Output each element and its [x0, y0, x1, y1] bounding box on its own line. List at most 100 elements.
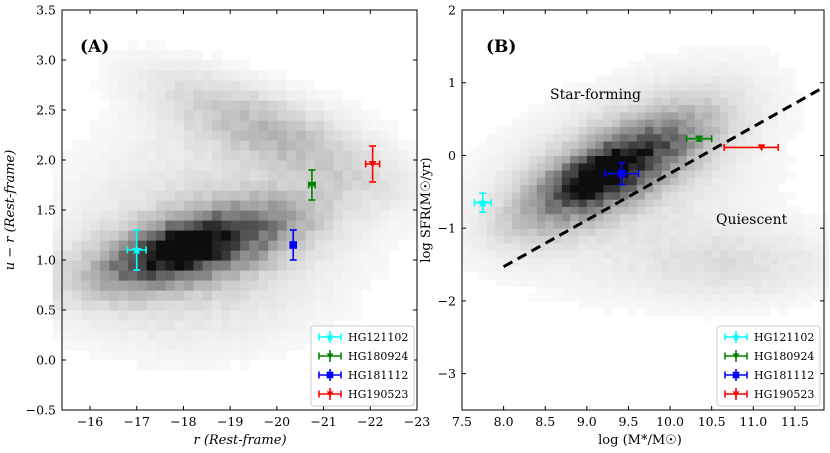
density-cell — [62, 310, 72, 321]
density-cell — [628, 162, 638, 171]
density-cell — [553, 184, 563, 193]
legend-label: HG180924 — [348, 350, 408, 363]
density-cell — [678, 228, 688, 237]
density-cell — [286, 110, 297, 121]
density-cell — [661, 250, 671, 258]
density-cell — [71, 160, 82, 171]
density-cell — [202, 260, 213, 271]
density-cell — [52, 260, 63, 271]
density-cell — [686, 97, 696, 106]
density-cell — [192, 320, 203, 331]
density-cell — [127, 70, 138, 81]
density-cell — [653, 250, 663, 258]
density-cell — [703, 68, 713, 77]
density-cell — [136, 300, 147, 311]
density-cell — [71, 250, 82, 261]
density-cell — [678, 177, 688, 186]
density-cell — [314, 120, 325, 131]
density-cell — [686, 155, 696, 164]
density-cell — [761, 148, 771, 157]
density-cell — [304, 130, 315, 141]
density-cell — [379, 180, 390, 191]
density-cell — [728, 104, 738, 113]
density-cell — [578, 279, 588, 287]
density-cell — [561, 104, 571, 113]
density-cell — [99, 150, 110, 161]
density-cell — [108, 290, 119, 301]
density-cell — [164, 310, 175, 321]
density-cell — [62, 170, 72, 181]
density-cell — [183, 320, 194, 331]
density-cell — [136, 50, 147, 61]
density-cell — [71, 180, 82, 191]
density-cell — [258, 160, 269, 171]
density-cell — [811, 250, 821, 258]
density-cell — [553, 279, 563, 287]
density-cell — [146, 110, 157, 121]
density-cell — [295, 160, 306, 171]
density-cell — [578, 293, 588, 302]
density-cell — [323, 140, 334, 151]
density-cell — [230, 300, 241, 311]
density-cell — [570, 206, 580, 215]
density-cell — [202, 60, 213, 71]
density-cell — [108, 190, 119, 201]
density-cell — [192, 150, 203, 161]
density-cell — [628, 60, 638, 69]
density-cell — [503, 126, 513, 135]
density-cell — [528, 250, 538, 258]
x-tick-label: 10.5 — [698, 414, 726, 429]
density-cell — [670, 264, 679, 273]
density-cell — [578, 177, 588, 186]
density-cell — [174, 300, 185, 311]
density-cell — [528, 235, 538, 244]
density-cell — [736, 140, 746, 149]
density-cell — [711, 220, 721, 229]
density-cell — [736, 279, 746, 287]
density-cell — [127, 300, 138, 311]
density-cell — [520, 279, 530, 287]
density-cell — [108, 330, 119, 341]
density-cell — [486, 155, 496, 164]
density-cell — [183, 250, 194, 261]
density-cell — [503, 271, 513, 280]
density-cell — [753, 170, 763, 178]
density-cell — [786, 133, 796, 142]
density-cell — [155, 290, 166, 301]
density-cell — [636, 184, 646, 193]
density-cell — [520, 133, 530, 142]
density-cell — [118, 90, 128, 101]
density-cell — [503, 257, 513, 266]
density-cell — [174, 70, 185, 81]
density-cell — [267, 70, 278, 81]
density-cell — [636, 271, 646, 280]
density-cell — [211, 220, 222, 231]
density-cell — [761, 199, 771, 207]
density-cell — [407, 160, 418, 171]
density-cell — [803, 300, 813, 309]
density-cell — [611, 286, 621, 295]
density-cell — [695, 53, 704, 62]
density-cell — [719, 148, 729, 157]
density-cell — [99, 220, 110, 231]
density-cell — [220, 300, 231, 311]
density-cell — [570, 162, 580, 171]
density-cell — [164, 220, 175, 231]
density-cell — [611, 155, 621, 164]
density-cell — [332, 210, 343, 221]
density-cell — [670, 82, 679, 91]
density-cell — [360, 190, 371, 201]
density-cell — [267, 300, 278, 311]
density-cell — [220, 200, 231, 211]
density-cell — [127, 200, 138, 211]
density-cell — [80, 170, 91, 181]
density-cell — [595, 271, 605, 280]
density-cell — [536, 162, 546, 171]
density-cell — [578, 126, 588, 135]
density-cell — [342, 180, 353, 191]
density-cell — [407, 230, 418, 241]
density-cell — [586, 220, 596, 229]
density-cell — [304, 290, 315, 301]
density-cell — [653, 257, 663, 266]
density-cell — [258, 340, 269, 351]
